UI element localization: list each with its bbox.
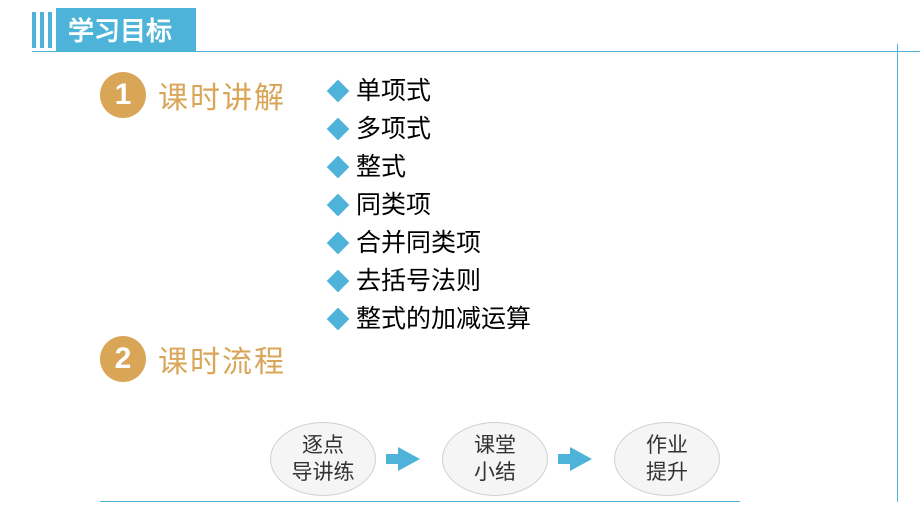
topic-item: 合并同类项 [330,224,531,262]
arrow-icon [570,447,592,471]
header-bar: 学习目标 [0,0,920,51]
flow-node-line1: 课堂 [474,432,516,459]
diamond-icon [327,194,350,217]
diamond-icon [327,308,350,331]
header-prefix-lines [32,12,52,48]
diamond-icon [327,156,350,179]
flow-node-2: 课堂 小结 [442,422,548,496]
content-area: 1 课时讲解 单项式 多项式 整式 同类项 合并同类项 去括号法则 [0,52,920,496]
diamond-icon [327,118,350,141]
topic-item: 多项式 [330,110,531,148]
flow-node-3: 作业 提升 [614,422,720,496]
flow-node-line1: 逐点 [302,432,344,459]
topic-text: 去括号法则 [356,262,481,300]
topic-item: 整式 [330,148,531,186]
arrow-icon [398,447,420,471]
topic-text: 多项式 [356,110,431,148]
diamond-icon [327,232,350,255]
flow-node-line1: 作业 [646,432,688,459]
section-2-number: 2 [100,336,146,382]
page-title: 学习目标 [56,8,196,51]
right-border-line [897,44,898,502]
topic-item: 整式的加减运算 [330,300,531,338]
flow-node-1: 逐点 导讲练 [270,422,376,496]
diamond-icon [327,80,350,103]
section-1-title: 课时讲解 [158,73,286,117]
section-2-title: 课时流程 [158,337,286,381]
diamond-icon [327,270,350,293]
flow-node-line2: 小结 [474,459,516,486]
topic-text: 整式 [356,148,406,186]
topic-text: 整式的加减运算 [356,300,531,338]
topic-item: 单项式 [330,72,531,110]
topic-text: 单项式 [356,72,431,110]
section-2-header: 2 课时流程 [100,336,920,382]
section-1-number: 1 [100,72,146,118]
flow-node-line2: 提升 [646,459,688,486]
topic-list: 单项式 多项式 整式 同类项 合并同类项 去括号法则 整式的加减运算 [330,72,531,338]
topic-text: 合并同类项 [356,224,481,262]
flow-node-line2: 导讲练 [292,459,355,486]
flow-container: 逐点 导讲练 课堂 小结 作业 提升 [70,422,920,496]
topic-item: 去括号法则 [330,262,531,300]
topic-item: 同类项 [330,186,531,224]
topic-text: 同类项 [356,186,431,224]
bottom-border-line [100,501,740,502]
